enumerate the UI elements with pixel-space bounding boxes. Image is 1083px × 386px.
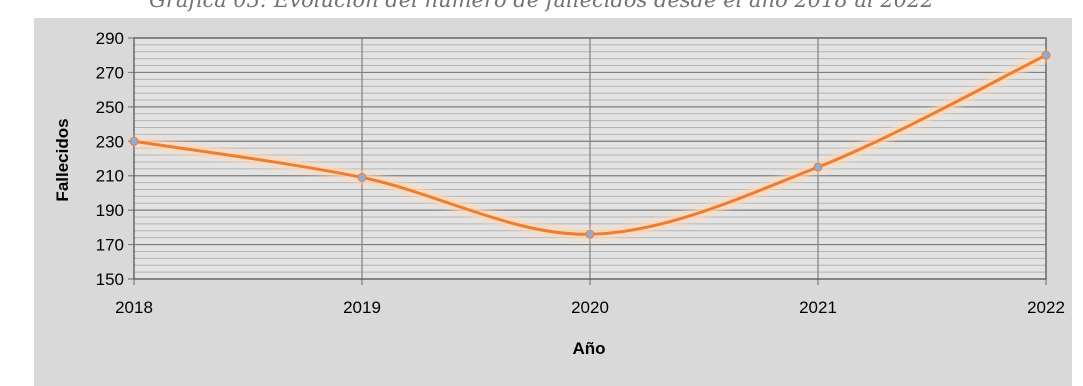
y-tick-label: 250 <box>96 98 124 117</box>
y-tick-label: 170 <box>96 236 124 255</box>
plot-border <box>133 37 1047 280</box>
x-tick-label: 2021 <box>799 298 837 317</box>
y-axis-title: Fallecidos <box>53 118 72 201</box>
y-tick-label: 150 <box>96 270 124 289</box>
y-tick-label: 190 <box>96 201 124 220</box>
x-tick-label: 2022 <box>1027 298 1065 317</box>
data-point <box>585 229 595 239</box>
y-tick-label: 230 <box>96 132 124 151</box>
data-point <box>129 136 139 146</box>
x-tick-label: 2020 <box>571 298 609 317</box>
y-tick-label: 210 <box>96 167 124 186</box>
data-point <box>1041 50 1051 60</box>
chart-title: Gráfica 03: Evolución del número de fall… <box>149 0 934 12</box>
x-tick-label: 2018 <box>115 298 153 317</box>
x-tick-label: 2019 <box>343 298 381 317</box>
data-point <box>813 162 823 172</box>
data-point <box>357 172 367 182</box>
y-tick-label: 290 <box>96 29 124 48</box>
y-tick-label: 270 <box>96 63 124 82</box>
x-axis-title: Año <box>572 339 605 358</box>
